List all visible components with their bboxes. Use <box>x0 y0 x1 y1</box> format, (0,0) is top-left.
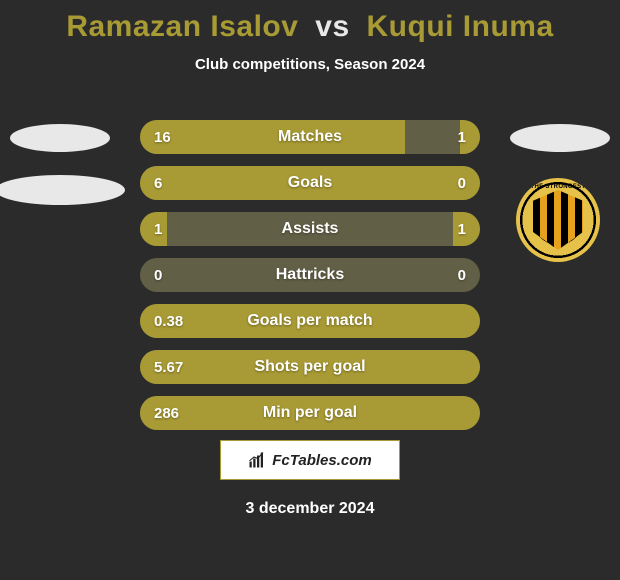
stat-bar-left-value: 286 <box>154 396 179 430</box>
stat-bar-label: Matches <box>140 120 480 154</box>
chart-icon <box>248 451 266 469</box>
player2-name: Kuqui Inuma <box>367 10 554 43</box>
stat-bar-right-value: 0 <box>458 258 466 292</box>
player1-name: Ramazan Isalov <box>66 10 298 43</box>
stat-bar-left-value: 0.38 <box>154 304 183 338</box>
stat-bar-right-value: 0 <box>458 166 466 200</box>
date-text: 3 december 2024 <box>0 500 620 518</box>
stat-bar-left-value: 16 <box>154 120 171 154</box>
stat-bar-row: Min per goal286 <box>140 396 480 430</box>
player1-badge-placeholder-1 <box>10 124 110 152</box>
comparison-title: Ramazan Isalov vs Kuqui Inuma <box>0 0 620 44</box>
stat-bar-label: Min per goal <box>140 396 480 430</box>
stats-bars-container: Matches161Goals60Assists11Hattricks00Goa… <box>140 120 480 442</box>
stat-bar-row: Matches16 1 <box>140 120 480 154</box>
stat-bar-label: Goals <box>140 166 480 200</box>
stat-bar-left-value: 5.67 <box>154 350 183 384</box>
stat-bar-row: Assists1 1 <box>140 212 480 246</box>
stat-bar-left-value: 1 <box>154 212 162 246</box>
stat-bar-label: Assists <box>140 212 480 246</box>
branding-text: FcTables.com <box>272 452 371 469</box>
player1-badge-placeholder-2 <box>0 175 125 205</box>
stat-bar-right-value: 1 <box>458 120 466 154</box>
club-logo-text: THE STRONGEST <box>516 184 600 190</box>
stat-bar-row: Goals6 0 <box>140 166 480 200</box>
vs-text: vs <box>315 10 349 43</box>
stat-bar-left-value: 6 <box>154 166 162 200</box>
player2-badge-placeholder-1 <box>510 124 610 152</box>
stat-bar-right-value: 1 <box>458 212 466 246</box>
subtitle: Club competitions, Season 2024 <box>0 56 620 73</box>
club-logo-shield <box>533 190 583 250</box>
club-logo: THE STRONGEST <box>516 178 600 262</box>
branding-box[interactable]: FcTables.com <box>220 440 400 480</box>
stat-bar-label: Hattricks <box>140 258 480 292</box>
stat-bar-row: Hattricks0 0 <box>140 258 480 292</box>
stat-bar-row: Shots per goal5.67 <box>140 350 480 384</box>
stat-bar-label: Goals per match <box>140 304 480 338</box>
stat-bar-left-value: 0 <box>154 258 162 292</box>
stat-bar-row: Goals per match0.38 <box>140 304 480 338</box>
stat-bar-label: Shots per goal <box>140 350 480 384</box>
